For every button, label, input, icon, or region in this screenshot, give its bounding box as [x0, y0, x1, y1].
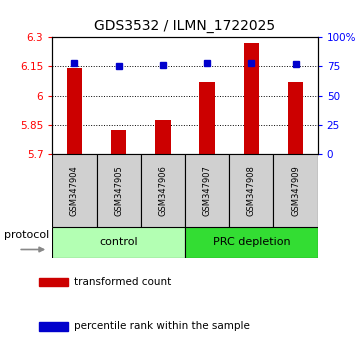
- Bar: [185, 154, 229, 227]
- Text: PRC depletion: PRC depletion: [213, 238, 290, 247]
- Bar: [39, 322, 68, 331]
- Title: GDS3532 / ILMN_1722025: GDS3532 / ILMN_1722025: [95, 19, 275, 33]
- Text: protocol: protocol: [4, 230, 49, 240]
- Text: GSM347905: GSM347905: [114, 165, 123, 216]
- Bar: [288, 81, 303, 154]
- Text: transformed count: transformed count: [74, 277, 171, 287]
- Bar: [244, 42, 259, 154]
- Bar: [199, 81, 215, 154]
- Text: GSM347904: GSM347904: [70, 165, 79, 216]
- Bar: [229, 154, 274, 227]
- Bar: [111, 130, 126, 154]
- Text: GSM347909: GSM347909: [291, 165, 300, 216]
- Text: GSM347906: GSM347906: [158, 165, 168, 216]
- Bar: [39, 278, 68, 286]
- Bar: [52, 227, 185, 258]
- Text: GSM347908: GSM347908: [247, 165, 256, 216]
- Bar: [155, 120, 171, 154]
- Text: percentile rank within the sample: percentile rank within the sample: [74, 321, 250, 331]
- Bar: [97, 154, 141, 227]
- Bar: [67, 68, 82, 154]
- Bar: [274, 154, 318, 227]
- Bar: [52, 154, 97, 227]
- Bar: [185, 227, 318, 258]
- Text: GSM347907: GSM347907: [203, 165, 212, 216]
- Text: control: control: [99, 238, 138, 247]
- Bar: [141, 154, 185, 227]
